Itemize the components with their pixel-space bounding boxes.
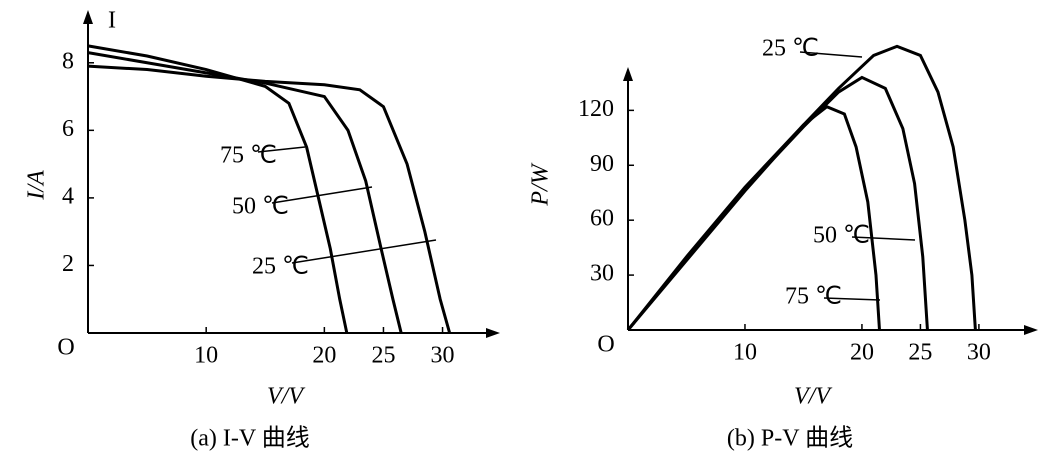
x-tick-label: 25 [908, 340, 932, 366]
x-axis-label: V/V [794, 384, 832, 410]
leader-line [823, 297, 881, 301]
y-tick-label: 30 [590, 261, 614, 287]
y-tick-label: 60 [590, 206, 614, 232]
curve-label: 25 ℃ [762, 36, 819, 62]
curve-label: 75 ℃ [785, 284, 842, 310]
x-tick-label: 20 [312, 343, 336, 369]
y-axis-label: P/W [528, 162, 554, 206]
x-tick-label: 20 [850, 340, 874, 366]
x-tick-label: 30 [431, 343, 455, 369]
leader-line [851, 236, 916, 241]
x-tick-label: 10 [194, 343, 218, 369]
leader-line [271, 186, 373, 204]
y-tick-label: 4 [62, 183, 74, 209]
x-tick-label: 10 [733, 340, 757, 366]
origin-label: O [57, 335, 74, 361]
leader-line [291, 239, 437, 264]
x-tick-label: 30 [967, 340, 991, 366]
caption: (a) I-V 曲线 [190, 425, 310, 452]
curve-label: 75 ℃ [220, 143, 277, 169]
x-arrow [486, 328, 500, 338]
curve [87, 51, 403, 334]
caption: (b) P-V 曲线 [727, 425, 853, 452]
x-axis-label: V/V [267, 384, 305, 410]
y-axis-label: I/A [24, 170, 50, 201]
x-arrow [1024, 325, 1038, 335]
curve [626, 75, 929, 331]
y-tick-label: 120 [578, 96, 614, 122]
curve-label: 50 ℃ [813, 223, 870, 249]
y-tick-label: 8 [62, 48, 74, 74]
y-arrow [83, 10, 93, 24]
y-tick-label: 2 [62, 251, 74, 277]
x-tick-label: 25 [371, 343, 395, 369]
curve [626, 104, 881, 331]
y-arrow [623, 67, 633, 81]
curve [87, 44, 349, 334]
y-tick-label: 90 [590, 151, 614, 177]
y-axis-mark: I [108, 8, 116, 34]
y-tick-label: 6 [62, 116, 74, 142]
curve-label: 50 ℃ [232, 194, 289, 220]
leader-line [799, 51, 863, 58]
curve [87, 64, 452, 334]
leader-line [257, 146, 306, 153]
origin-label: O [597, 332, 614, 358]
curve-label: 25 ℃ [252, 254, 309, 280]
